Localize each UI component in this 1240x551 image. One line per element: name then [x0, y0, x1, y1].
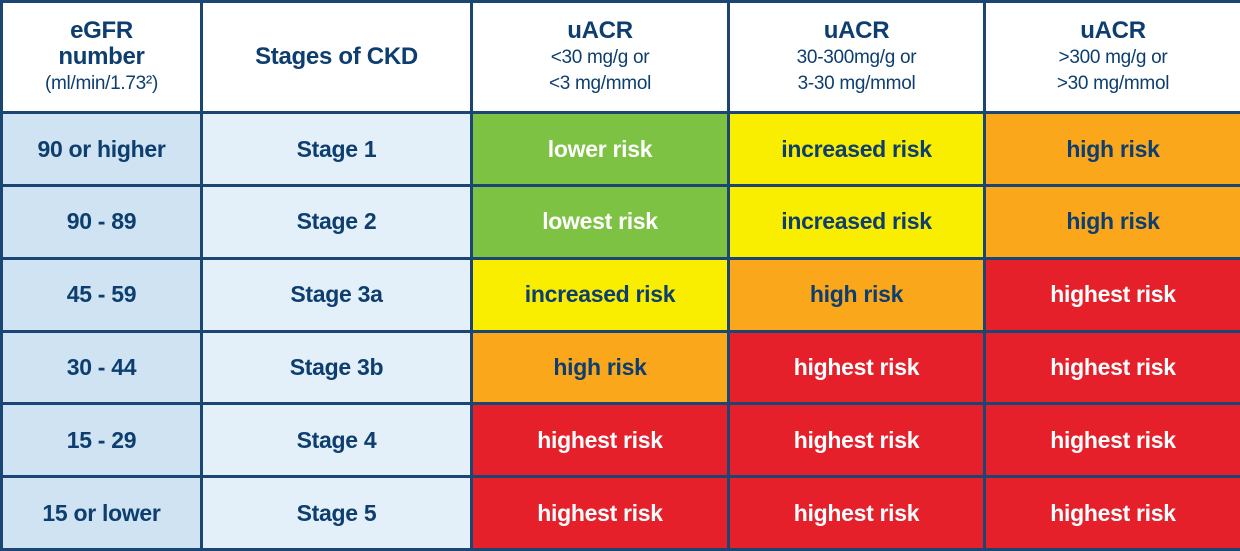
header-uacr-mid-title: uACR	[823, 17, 890, 45]
stage-cell: Stage 4	[200, 402, 473, 479]
risk-cell: high risk	[983, 184, 1240, 260]
risk-cell: high risk	[983, 111, 1240, 187]
header-uacr-low-title: uACR	[567, 17, 633, 45]
risk-cell: high risk	[470, 329, 730, 406]
table-row-stage2: 90 - 89 Stage 2 lowest risk increased ri…	[0, 184, 1240, 260]
risk-cell: increased risk	[727, 111, 986, 187]
header-egfr-units: (ml/min/1.73²)	[45, 73, 158, 95]
egfr-cell: 30 - 44	[0, 329, 203, 406]
header-uacr-low: uACR <30 mg/g or <3 mg/mmol	[470, 0, 730, 115]
header-uacr-low-range1: <30 mg/g or	[550, 47, 650, 69]
risk-cell: highest risk	[983, 256, 1240, 333]
header-uacr-mid: uACR 30-300mg/g or 3-30 mg/mmol	[727, 0, 986, 115]
risk-cell: highest risk	[983, 329, 1240, 406]
header-uacr-high-title: uACR	[1080, 17, 1146, 45]
risk-cell: highest risk	[727, 475, 986, 551]
risk-cell: highest risk	[727, 329, 986, 406]
stage-cell: Stage 2	[200, 184, 473, 260]
table-row-stage5: 15 or lower Stage 5 highest risk highest…	[0, 475, 1240, 551]
risk-cell: increased risk	[727, 184, 986, 260]
stage-cell: Stage 3b	[200, 329, 473, 406]
risk-cell: highest risk	[470, 475, 730, 551]
header-egfr: eGFR number (ml/min/1.73²)	[0, 0, 203, 115]
risk-cell: increased risk	[470, 256, 730, 333]
header-stages: Stages of CKD	[200, 0, 473, 115]
risk-cell: highest risk	[727, 402, 986, 479]
risk-cell: highest risk	[983, 475, 1240, 551]
header-uacr-mid-range2: 3-30 mg/mmol	[797, 72, 916, 94]
header-row: eGFR number (ml/min/1.73²) Stages of CKD…	[0, 0, 1240, 115]
header-uacr-mid-range1: 30-300mg/g or	[796, 47, 917, 69]
header-egfr-title-line2: number	[58, 43, 145, 71]
risk-cell: highest risk	[470, 402, 730, 479]
header-uacr-high-range1: >300 mg/g or	[1058, 47, 1168, 69]
egfr-cell: 15 - 29	[0, 402, 203, 479]
header-uacr-low-range2: <3 mg/mmol	[548, 72, 652, 94]
stage-cell: Stage 3a	[200, 256, 473, 333]
header-stages-title: Stages of CKD	[255, 42, 418, 70]
egfr-cell: 90 or higher	[0, 111, 203, 187]
egfr-cell: 90 - 89	[0, 184, 203, 260]
risk-cell: lower risk	[470, 111, 730, 187]
table-row-stage3b: 30 - 44 Stage 3b high risk highest risk …	[0, 329, 1240, 406]
egfr-cell: 45 - 59	[0, 256, 203, 333]
stage-cell: Stage 5	[200, 475, 473, 551]
risk-cell: lowest risk	[470, 184, 730, 260]
egfr-cell: 15 or lower	[0, 475, 203, 551]
header-uacr-high: uACR >300 mg/g or >30 mg/mmol	[983, 0, 1240, 115]
stage-cell: Stage 1	[200, 111, 473, 187]
risk-cell: highest risk	[983, 402, 1240, 479]
table-row-stage1: 90 or higher Stage 1 lower risk increase…	[0, 111, 1240, 187]
table-row-stage3a: 45 - 59 Stage 3a increased risk high ris…	[0, 256, 1240, 333]
header-uacr-high-range2: >30 mg/mmol	[1056, 72, 1170, 94]
table-row-stage4: 15 - 29 Stage 4 highest risk highest ris…	[0, 402, 1240, 479]
header-egfr-title-line1: eGFR	[70, 16, 133, 44]
risk-cell: high risk	[727, 256, 986, 333]
